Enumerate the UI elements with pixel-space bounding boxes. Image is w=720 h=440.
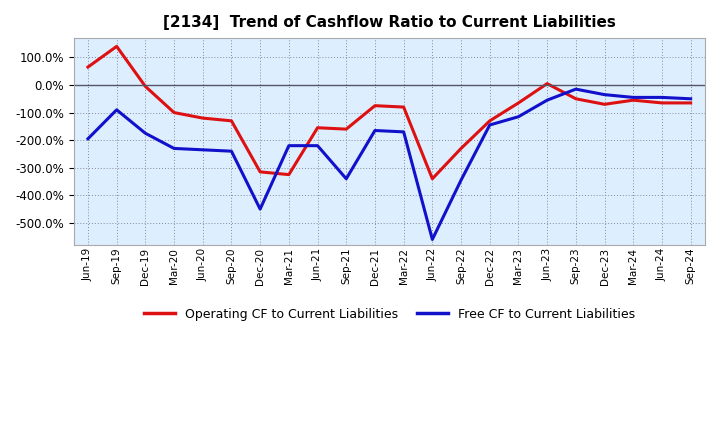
Operating CF to Current Liabilities (657, 100, 666, 106)
Free CF to Current Liabilities (141, 131, 150, 136)
Free CF to Current Liabilities (657, 95, 666, 100)
Free CF to Current Liabilities (313, 143, 322, 148)
Free CF to Current Liabilities (543, 98, 552, 103)
Free CF to Current Liabilities (199, 147, 207, 152)
Free CF to Current Liabilities (514, 114, 523, 119)
Line: Operating CF to Current Liabilities: Operating CF to Current Liabilities (88, 46, 690, 179)
Operating CF to Current Liabilities (284, 172, 293, 177)
Free CF to Current Liabilities (342, 176, 351, 181)
Free CF to Current Liabilities (371, 128, 379, 133)
Operating CF to Current Liabilities (600, 102, 609, 107)
Operating CF to Current Liabilities (141, 84, 150, 89)
Operating CF to Current Liabilities (485, 118, 494, 124)
Operating CF to Current Liabilities (400, 104, 408, 110)
Free CF to Current Liabilities (456, 177, 465, 183)
Operating CF to Current Liabilities (342, 126, 351, 132)
Free CF to Current Liabilities (227, 149, 235, 154)
Operating CF to Current Liabilities (199, 115, 207, 121)
Free CF to Current Liabilities (600, 92, 609, 97)
Operating CF to Current Liabilities (227, 118, 235, 124)
Free CF to Current Liabilities (170, 146, 179, 151)
Legend: Operating CF to Current Liabilities, Free CF to Current Liabilities: Operating CF to Current Liabilities, Fre… (138, 303, 640, 326)
Line: Free CF to Current Liabilities: Free CF to Current Liabilities (88, 89, 690, 239)
Free CF to Current Liabilities (485, 122, 494, 128)
Operating CF to Current Liabilities (170, 110, 179, 115)
Operating CF to Current Liabilities (456, 146, 465, 151)
Operating CF to Current Liabilities (629, 98, 638, 103)
Free CF to Current Liabilities (84, 136, 92, 141)
Free CF to Current Liabilities (629, 95, 638, 100)
Operating CF to Current Liabilities (514, 100, 523, 106)
Operating CF to Current Liabilities (256, 169, 264, 175)
Free CF to Current Liabilities (572, 87, 580, 92)
Operating CF to Current Liabilities (686, 100, 695, 106)
Operating CF to Current Liabilities (84, 64, 92, 70)
Title: [2134]  Trend of Cashflow Ratio to Current Liabilities: [2134] Trend of Cashflow Ratio to Curren… (163, 15, 616, 30)
Operating CF to Current Liabilities (572, 96, 580, 102)
Operating CF to Current Liabilities (543, 81, 552, 86)
Free CF to Current Liabilities (400, 129, 408, 135)
Operating CF to Current Liabilities (428, 176, 436, 181)
Free CF to Current Liabilities (428, 237, 436, 242)
Operating CF to Current Liabilities (313, 125, 322, 130)
Free CF to Current Liabilities (256, 206, 264, 212)
Free CF to Current Liabilities (112, 107, 121, 113)
Free CF to Current Liabilities (284, 143, 293, 148)
Operating CF to Current Liabilities (112, 44, 121, 49)
Free CF to Current Liabilities (686, 96, 695, 102)
Operating CF to Current Liabilities (371, 103, 379, 108)
